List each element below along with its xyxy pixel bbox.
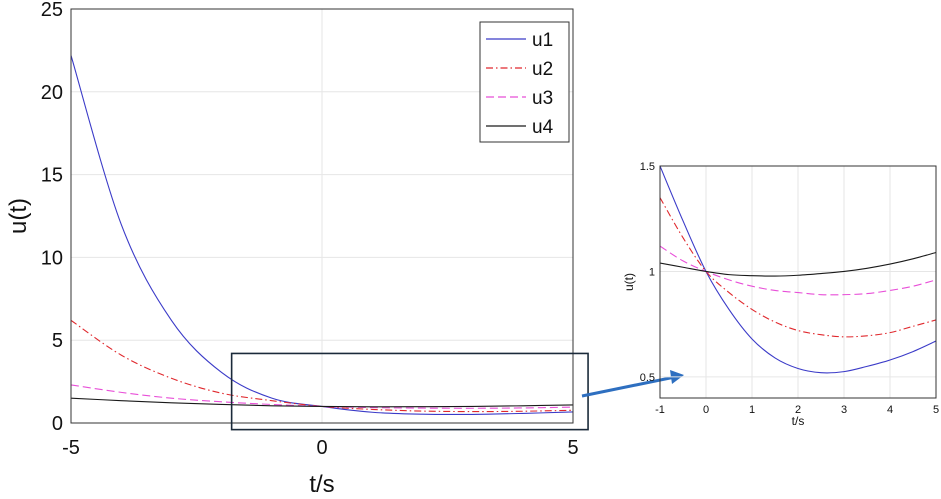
inset-x-tick-label: 4 bbox=[887, 404, 893, 416]
inset-y-ticks: 0.5 1 1.5 bbox=[640, 161, 655, 384]
inset-x-tick-label: 3 bbox=[841, 404, 847, 416]
main-series-u4 bbox=[71, 397, 573, 408]
legend-label-u4: u4 bbox=[532, 117, 554, 138]
inset-series-u4 bbox=[660, 251, 936, 277]
inset-x-tick-label: 2 bbox=[795, 404, 801, 416]
main-x-ticks: -5 0 5 bbox=[62, 437, 578, 459]
inset-y-axis-label: u(t) bbox=[622, 273, 636, 291]
legend-label-u2: u2 bbox=[532, 59, 553, 80]
main-plot-frame bbox=[70, 8, 574, 424]
main-x-tick-label: 0 bbox=[316, 437, 327, 459]
zoom-region-box bbox=[230, 352, 589, 431]
inset-series bbox=[660, 166, 936, 374]
main-y-tick-label: 20 bbox=[41, 82, 63, 104]
inset-plot-frame bbox=[659, 165, 937, 399]
inset-x-ticks: -1 0 1 2 3 4 5 bbox=[655, 404, 939, 416]
legend-label-u1: u1 bbox=[532, 30, 553, 51]
main-x-tick-label: 5 bbox=[567, 437, 578, 459]
main-y-ticks: 0 5 10 15 20 25 bbox=[41, 0, 63, 435]
inset-y-tick-label: 1.5 bbox=[640, 161, 655, 173]
main-y-tick-label: 15 bbox=[41, 165, 63, 187]
inset-grid bbox=[659, 165, 937, 398]
legend: u1 u2 u3 u4 bbox=[479, 21, 570, 143]
main-y-tick-label: 0 bbox=[52, 413, 63, 435]
main-y-tick-label: 25 bbox=[41, 0, 63, 21]
inset-y-tick-label: 0.5 bbox=[640, 372, 655, 384]
inset-x-axis-label: t/s bbox=[792, 414, 805, 428]
main-y-tick-label: 5 bbox=[52, 330, 63, 352]
main-x-axis-label: t/s bbox=[309, 471, 334, 498]
main-x-tick-label: -5 bbox=[62, 437, 80, 459]
main-series-u1 bbox=[71, 55, 573, 416]
inset-x-tick-label: -1 bbox=[655, 404, 665, 416]
inset-x-tick-label: 1 bbox=[749, 404, 755, 416]
main-series bbox=[71, 55, 573, 416]
main-series-u2 bbox=[71, 319, 573, 413]
inset-x-tick-label: 5 bbox=[933, 404, 939, 416]
legend-label-u3: u3 bbox=[532, 88, 553, 109]
zoom-arrow bbox=[581, 370, 684, 398]
inset-y-tick-label: 1 bbox=[649, 266, 655, 278]
inset-chart: -1 0 1 2 3 4 5 0.5 1 1.5 t/s u(t) bbox=[622, 161, 939, 428]
legend-box bbox=[479, 21, 570, 143]
main-y-tick-label: 10 bbox=[41, 247, 63, 269]
main-y-axis-label: u(t) bbox=[5, 198, 32, 234]
inset-x-tick-label: 0 bbox=[703, 404, 709, 416]
